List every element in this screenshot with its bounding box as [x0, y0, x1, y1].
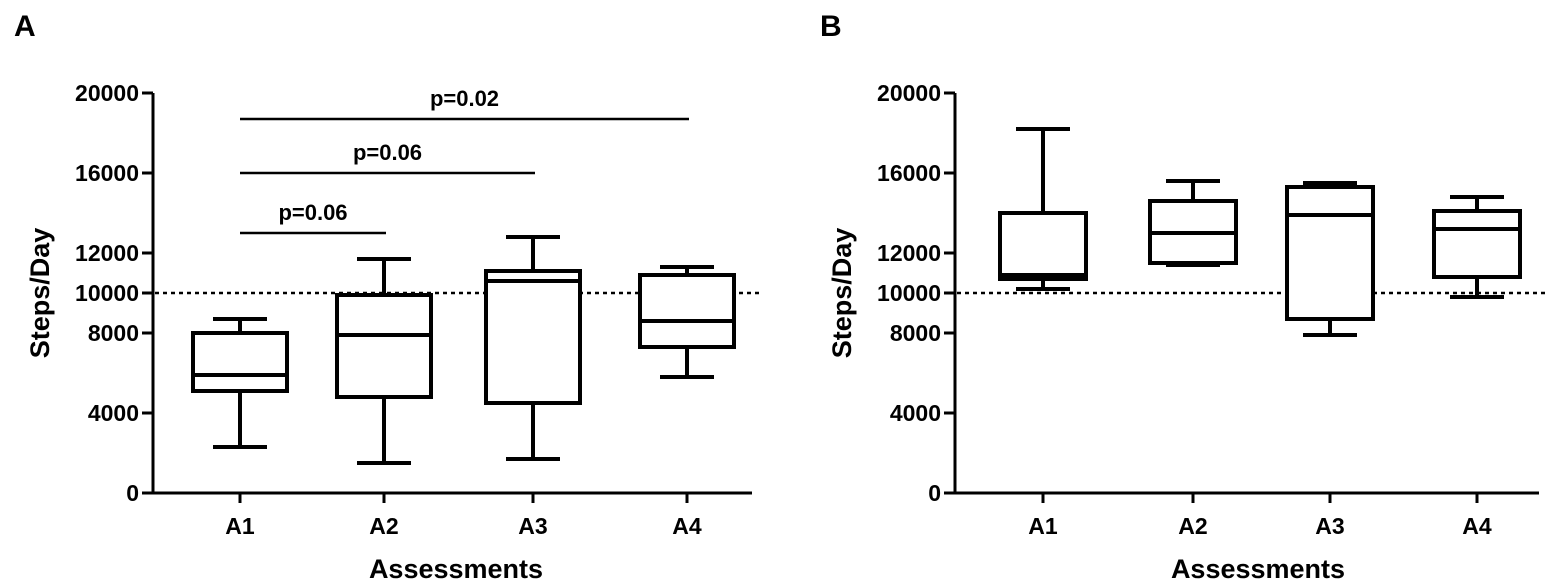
y-tick-label: 10000 [75, 280, 139, 306]
panel-b: B 0 4000 8000 10000 12000 16000 20000 A1 A2 A3 A4 As… [820, 10, 1549, 584]
box-A4 [1432, 195, 1522, 299]
box-A3 [1285, 181, 1375, 337]
panel-letter: A [14, 10, 36, 43]
y-tick-label: 20000 [75, 80, 139, 106]
box-iqr [998, 211, 1088, 281]
box-A2 [335, 257, 433, 465]
p-value-label: p=0.06 [278, 200, 347, 225]
x-tick-label: A1 [1028, 513, 1058, 539]
y-tick-label: 12000 [75, 240, 139, 266]
p-value-label: p=0.02 [430, 86, 499, 111]
y-tick-label: 20000 [877, 80, 941, 106]
y-tick-label: 8000 [88, 320, 139, 346]
y-tick-label: 12000 [877, 240, 941, 266]
y-tick-label: 8000 [890, 320, 941, 346]
y-axis-title: Steps/Day [25, 228, 55, 359]
panel-letter: B [820, 10, 842, 43]
y-tick-label: 0 [928, 480, 941, 506]
box-iqr [484, 269, 582, 405]
y-tick-label: 0 [126, 480, 139, 506]
y-tick-label: 4000 [88, 400, 139, 426]
y-tick-label: 16000 [75, 160, 139, 186]
box-iqr [191, 331, 289, 393]
box-A2 [1148, 179, 1238, 267]
box-A3 [484, 235, 582, 461]
y-axis-title: Steps/Day [827, 228, 857, 359]
x-tick-label: A3 [518, 513, 547, 539]
box-A1 [191, 317, 289, 449]
box-iqr [1432, 209, 1522, 279]
p-value-label: p=0.06 [353, 140, 422, 165]
panel-a: A 0 4000 8000 10000 12000 16000 20000 A1 A2 A3 A4 As… [14, 10, 762, 584]
x-tick-label: A2 [1178, 513, 1207, 539]
x-tick-label: A2 [369, 513, 398, 539]
x-tick-label: A3 [1315, 513, 1344, 539]
y-tick-label: 10000 [877, 280, 941, 306]
box-A4 [638, 265, 736, 379]
x-axis-title: Assessments [369, 554, 543, 584]
box-iqr [335, 293, 433, 399]
y-tick-label: 16000 [877, 160, 941, 186]
box-A1 [998, 127, 1088, 291]
box-iqr [638, 273, 736, 349]
x-tick-label: A4 [1462, 513, 1492, 539]
y-tick-label: 4000 [890, 400, 941, 426]
x-axis-title: Assessments [1171, 554, 1345, 584]
box-iqr [1285, 185, 1375, 321]
x-tick-label: A4 [672, 513, 702, 539]
x-tick-label: A1 [225, 513, 255, 539]
